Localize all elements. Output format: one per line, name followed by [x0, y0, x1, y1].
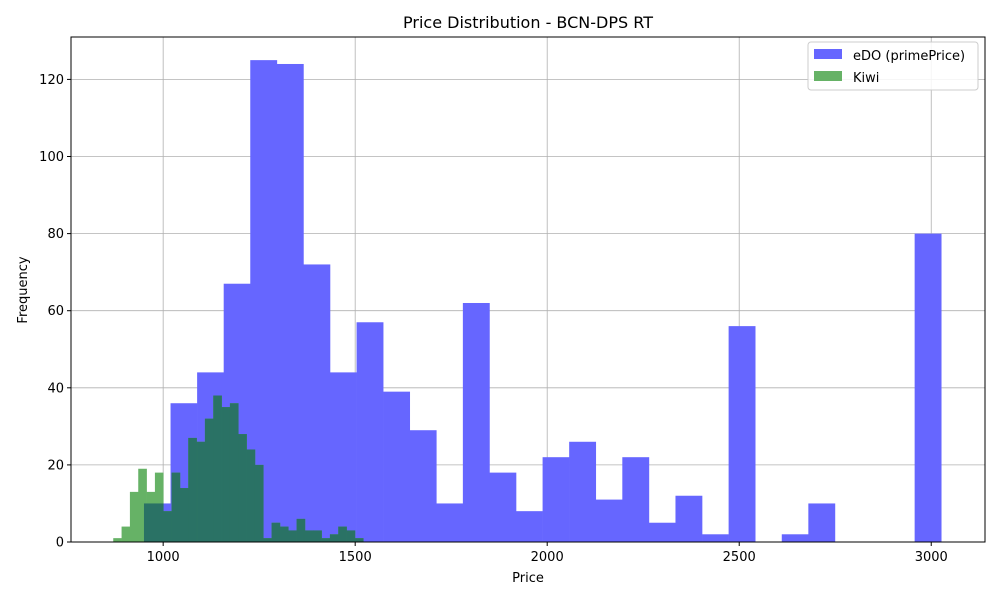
y-axis-label: Frequency	[16, 256, 31, 323]
plot-frame	[70, 36, 986, 543]
edo-bar	[383, 391, 411, 542]
overlap-bar	[276, 522, 281, 542]
y-tick-label: 40	[47, 381, 64, 396]
overlap-bar	[304, 530, 314, 542]
edo-bar	[702, 534, 729, 542]
edo-bar	[914, 233, 942, 542]
overlap-bar	[146, 503, 156, 542]
overlap-bar	[154, 503, 164, 542]
edo-bar	[648, 522, 676, 542]
kiwi-bar	[129, 491, 139, 542]
legend-box	[807, 41, 979, 91]
overlap-bar	[163, 511, 171, 542]
edo-bar	[356, 322, 384, 542]
x-tick-label: 3000	[915, 550, 948, 565]
edo-bar	[808, 503, 836, 542]
overlap-bar	[188, 437, 197, 542]
edo-bar	[462, 302, 490, 542]
overlap-bar	[171, 472, 181, 542]
overlap-bar	[263, 538, 272, 542]
edo-bar	[409, 430, 437, 542]
overlap-bar	[356, 538, 364, 542]
legend-label-edo: eDO (primePrice)	[853, 49, 965, 64]
x-tick-label: 1000	[147, 550, 180, 565]
kiwi-bar	[121, 526, 131, 542]
x-tick-label: 1500	[339, 550, 372, 565]
y-tick-label: 120	[39, 73, 64, 88]
overlap-bar	[303, 518, 306, 542]
legend-label-kiwi: Kiwi	[853, 71, 879, 86]
overlap-bar	[313, 530, 322, 542]
overlap-bar	[246, 449, 251, 542]
edo-bar	[728, 326, 756, 542]
overlap-bar	[296, 518, 304, 542]
edo-bar	[595, 499, 623, 542]
x-axis-ticks: 1000 1500 2000 2500 3000	[147, 542, 948, 565]
overlap-bar	[223, 407, 231, 542]
y-axis-ticks: 0 20 40 60 80 100 120	[39, 73, 71, 551]
overlap-bar	[254, 464, 264, 542]
y-tick-label: 0	[56, 536, 64, 551]
edo-bar	[329, 372, 357, 542]
kiwi-bar	[113, 538, 122, 542]
overlap-bar	[229, 403, 239, 542]
y-tick-label: 80	[47, 227, 64, 242]
overlap-bar	[179, 488, 189, 542]
x-tick-label: 2000	[531, 550, 564, 565]
y-tick-label: 100	[39, 150, 64, 165]
overlap-bar	[346, 530, 356, 542]
edo-bar	[569, 441, 597, 542]
edo-bar	[489, 472, 517, 542]
overlap-bar	[271, 522, 278, 542]
overlap-bar	[170, 511, 172, 542]
overlap-bar	[354, 538, 357, 542]
x-tick-label: 2500	[723, 550, 756, 565]
edo-bar	[781, 534, 809, 542]
overlap-bar	[213, 395, 222, 542]
overlap-bar	[250, 449, 256, 542]
x-axis-label: Price	[512, 571, 544, 586]
overlap-bar	[196, 441, 198, 542]
edo-bar	[303, 264, 331, 542]
edo-bar	[436, 503, 464, 542]
y-tick-label: 60	[47, 304, 64, 319]
legend-swatch-kiwi	[814, 71, 842, 81]
y-tick-label: 20	[47, 458, 64, 473]
kiwi-bar	[138, 468, 147, 542]
overlap-bar	[329, 534, 339, 542]
chart-title: Price Distribution - BCN-DPS RT	[403, 13, 653, 32]
edo-bar	[622, 457, 650, 542]
edo-bar	[516, 511, 543, 542]
overlap-bar	[338, 526, 347, 542]
overlap-bar	[279, 526, 289, 542]
edo-bar	[542, 457, 570, 542]
overlap-bar	[238, 434, 247, 542]
overlap-bar	[143, 503, 147, 542]
overlap-bar	[204, 418, 214, 542]
edo-bar	[675, 495, 703, 542]
legend-swatch-edo	[814, 49, 842, 59]
overlap-bar	[221, 407, 224, 542]
overlap-bar	[321, 538, 331, 542]
edo-bar	[276, 63, 304, 542]
overlap-bar	[288, 530, 297, 542]
overlap-bar	[197, 441, 206, 542]
overlap-bars	[143, 395, 364, 542]
legend: eDO (primePrice) Kiwi	[807, 41, 979, 91]
